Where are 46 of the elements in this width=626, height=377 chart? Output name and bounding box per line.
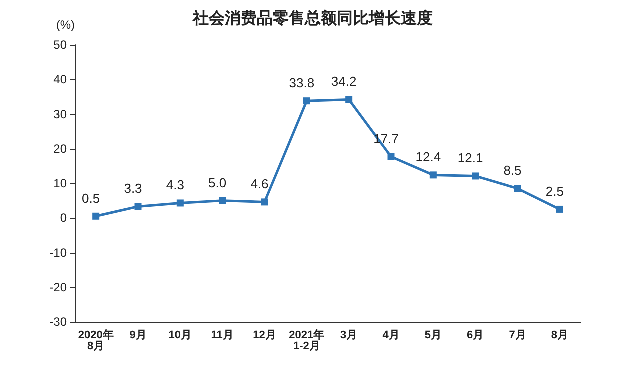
y-tick-label: 10 bbox=[54, 176, 68, 190]
x-tick-label: 2020年 8月 bbox=[78, 328, 114, 352]
data-label: 12.1 bbox=[458, 150, 484, 166]
y-tick-label: -10 bbox=[50, 246, 68, 260]
y-tick-label: 20 bbox=[54, 142, 68, 156]
y-tick-label: -20 bbox=[50, 280, 68, 294]
data-label: 0.5 bbox=[82, 190, 100, 206]
data-label: 3.3 bbox=[124, 181, 142, 196]
x-tick-label: 2021年 1-2月 bbox=[289, 328, 325, 352]
point bbox=[261, 198, 268, 206]
point bbox=[388, 153, 395, 160]
point bbox=[430, 172, 437, 179]
x-tick-label: 5月 bbox=[424, 330, 442, 342]
x-tick-label: 3月 bbox=[340, 330, 358, 342]
x-tick-label: 7月 bbox=[509, 330, 526, 342]
x-tick-label: 6月 bbox=[467, 330, 484, 342]
data-label: 33.8 bbox=[289, 76, 315, 91]
data-label: 34.2 bbox=[331, 74, 357, 90]
y-tick-label: -30 bbox=[50, 315, 68, 329]
x-tick-label: 12月 bbox=[253, 330, 276, 342]
data-label: 2.5 bbox=[546, 184, 564, 199]
point bbox=[176, 200, 184, 207]
point bbox=[134, 203, 142, 210]
y-tick-label: 40 bbox=[54, 72, 68, 87]
x-tick-label: 11月 bbox=[211, 330, 234, 342]
chart-title: 社会消费品零售总额同比增长速度 bbox=[192, 8, 433, 28]
y-axis-title: (%) bbox=[56, 18, 75, 32]
data-label: 5.0 bbox=[208, 175, 227, 190]
x-tick-label: 10月 bbox=[168, 330, 192, 342]
x-tick-label: 9月 bbox=[130, 330, 147, 342]
point bbox=[514, 185, 522, 192]
point bbox=[556, 206, 564, 213]
data-label: 12.4 bbox=[416, 150, 442, 165]
point bbox=[303, 98, 310, 105]
point bbox=[219, 197, 226, 204]
x-tick-label: 8月 bbox=[551, 330, 568, 342]
y-tick-label: 50 bbox=[54, 38, 68, 52]
x-tick-label: 4月 bbox=[382, 330, 400, 342]
data-label: 4.6 bbox=[250, 176, 269, 192]
point bbox=[92, 212, 100, 220]
y-tick-label: 30 bbox=[54, 107, 68, 122]
y-tick-label: 0 bbox=[60, 211, 68, 226]
data-label: 8.5 bbox=[504, 163, 522, 178]
point bbox=[346, 96, 353, 104]
point bbox=[472, 172, 480, 180]
data-label: 4.3 bbox=[166, 178, 184, 193]
